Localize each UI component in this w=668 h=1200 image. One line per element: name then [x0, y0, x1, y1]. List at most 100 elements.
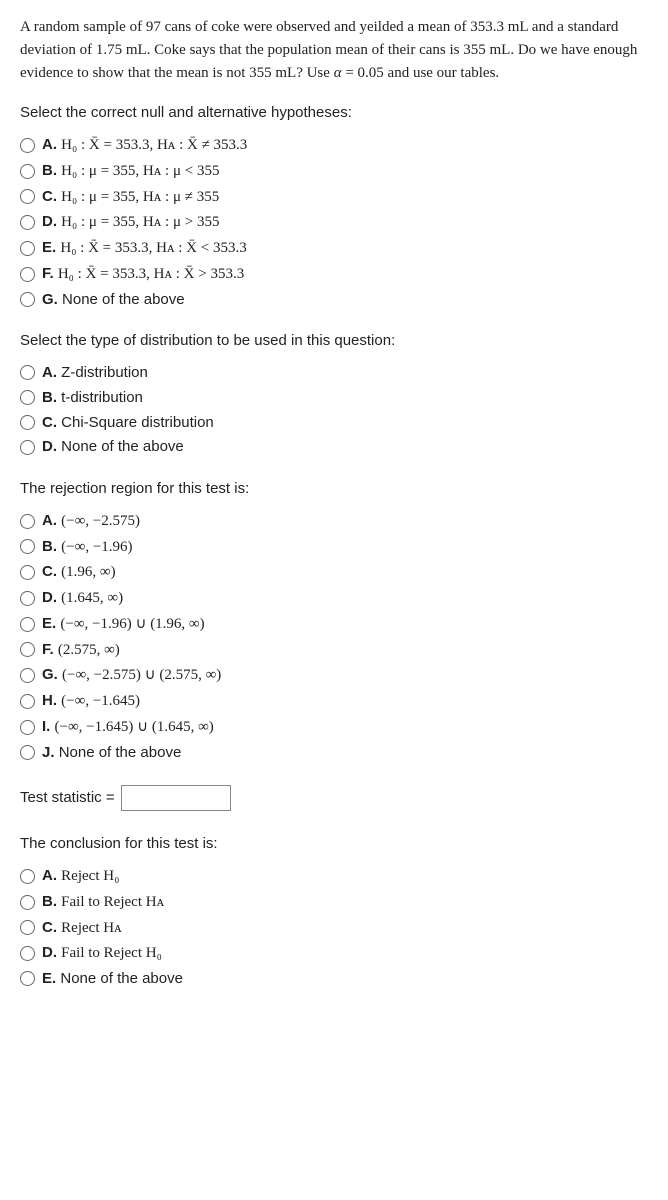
- q5-option-d[interactable]: D. Fail to Reject H₀: [20, 942, 648, 965]
- q2-option-d[interactable]: D. None of the above: [20, 436, 648, 458]
- option-text: (2.575, ∞): [58, 642, 120, 658]
- option-letter: H.: [42, 692, 57, 709]
- q5-option-c[interactable]: C. Reject Hᴀ: [20, 917, 648, 940]
- radio-icon: [20, 390, 35, 405]
- option-letter: G.: [42, 666, 58, 683]
- radio-icon: [20, 895, 35, 910]
- radio-icon: [20, 189, 35, 204]
- radio-icon: [20, 565, 35, 580]
- q3-option-c[interactable]: C. (1.96, ∞): [20, 561, 648, 584]
- option-text: (−∞, −1.645): [61, 693, 140, 709]
- option-letter: C.: [42, 919, 57, 936]
- option-letter: A.: [42, 512, 57, 529]
- option-text: t-distribution: [61, 389, 143, 406]
- option-letter: G.: [42, 291, 58, 308]
- radio-icon: [20, 591, 35, 606]
- option-text: Chi-Square distribution: [61, 414, 214, 431]
- option-letter: C.: [42, 563, 57, 580]
- q1-option-g[interactable]: G. None of the above: [20, 289, 648, 311]
- q5-prompt: The conclusion for this test is:: [20, 833, 648, 855]
- option-text: H₀ : μ = 355, Hᴀ : μ < 355: [61, 163, 219, 179]
- q3-option-i[interactable]: I. (−∞, −1.645) ∪ (1.645, ∞): [20, 716, 648, 739]
- option-text: (−∞, −1.96) ∪ (1.96, ∞): [60, 616, 204, 632]
- option-letter: A.: [42, 364, 57, 381]
- option-letter: E.: [42, 239, 56, 256]
- option-text: (−∞, −1.645) ∪ (1.645, ∞): [55, 719, 214, 735]
- radio-icon: [20, 241, 35, 256]
- option-text: H₀ : X̄ = 353.3, Hᴀ : X̄ ≠ 353.3: [61, 137, 247, 153]
- option-letter: D.: [42, 213, 57, 230]
- q3-option-f[interactable]: F. (2.575, ∞): [20, 639, 648, 662]
- radio-icon: [20, 267, 35, 282]
- option-letter: C.: [42, 188, 57, 205]
- radio-icon: [20, 720, 35, 735]
- q1-option-b[interactable]: B. H₀ : μ = 355, Hᴀ : μ < 355: [20, 160, 648, 183]
- option-text: (1.96, ∞): [61, 564, 115, 580]
- option-text: Fail to Reject H₀: [61, 945, 162, 961]
- q1-option-f[interactable]: F. H₀ : X̄ = 353.3, Hᴀ : X̄ > 353.3: [20, 263, 648, 286]
- option-letter: C.: [42, 414, 57, 431]
- radio-icon: [20, 920, 35, 935]
- option-letter: J.: [42, 744, 55, 761]
- q2-options: A. Z-distribution B. t-distribution C. C…: [20, 362, 648, 458]
- option-letter: F.: [42, 641, 54, 658]
- q1-option-c[interactable]: C. H₀ : μ = 355, Hᴀ : μ ≠ 355: [20, 186, 648, 209]
- q2-option-a[interactable]: A. Z-distribution: [20, 362, 648, 384]
- q1-prompt: Select the correct null and alternative …: [20, 102, 648, 124]
- q3-option-j[interactable]: J. None of the above: [20, 742, 648, 764]
- q5-option-b[interactable]: B. Fail to Reject Hᴀ: [20, 891, 648, 914]
- option-text: (1.645, ∞): [61, 590, 123, 606]
- q2-option-c[interactable]: C. Chi-Square distribution: [20, 412, 648, 434]
- option-text: Z-distribution: [61, 364, 148, 381]
- radio-icon: [20, 164, 35, 179]
- option-letter: B.: [42, 893, 57, 910]
- option-letter: B.: [42, 162, 57, 179]
- option-text: Reject Hᴀ: [61, 920, 121, 936]
- q3-option-a[interactable]: A. (−∞, −2.575): [20, 510, 648, 533]
- q3-option-g[interactable]: G. (−∞, −2.575) ∪ (2.575, ∞): [20, 664, 648, 687]
- option-letter: B.: [42, 538, 57, 555]
- option-text: H₀ : μ = 355, Hᴀ : μ > 355: [61, 214, 219, 230]
- option-text: H₀ : μ = 355, Hᴀ : μ ≠ 355: [61, 189, 219, 205]
- radio-icon: [20, 415, 35, 430]
- q3-option-e[interactable]: E. (−∞, −1.96) ∪ (1.96, ∞): [20, 613, 648, 636]
- option-letter: A.: [42, 867, 57, 884]
- option-letter: D.: [42, 589, 57, 606]
- q3-option-h[interactable]: H. (−∞, −1.645): [20, 690, 648, 713]
- option-text: Reject H₀: [61, 868, 119, 884]
- q2-option-b[interactable]: B. t-distribution: [20, 387, 648, 409]
- q3-option-b[interactable]: B. (−∞, −1.96): [20, 536, 648, 559]
- test-statistic-input[interactable]: [121, 785, 231, 811]
- radio-icon: [20, 694, 35, 709]
- radio-icon: [20, 668, 35, 683]
- option-text: H₀ : X̄ = 353.3, Hᴀ : X̄ > 353.3: [58, 266, 244, 282]
- option-letter: I.: [42, 718, 50, 735]
- problem-statement: A random sample of 97 cans of coke were …: [20, 16, 648, 84]
- option-letter: F.: [42, 265, 54, 282]
- option-text: None of the above: [62, 291, 185, 308]
- option-letter: D.: [42, 438, 57, 455]
- q5-option-e[interactable]: E. None of the above: [20, 968, 648, 990]
- radio-icon: [20, 514, 35, 529]
- radio-icon: [20, 745, 35, 760]
- option-text: H₀ : X̄ = 353.3, Hᴀ : X̄ < 353.3: [60, 240, 246, 256]
- q1-options: A. H₀ : X̄ = 353.3, Hᴀ : X̄ ≠ 353.3 B. H…: [20, 134, 648, 310]
- option-text: Fail to Reject Hᴀ: [61, 894, 164, 910]
- radio-icon: [20, 539, 35, 554]
- q5-option-a[interactable]: A. Reject H₀: [20, 865, 648, 888]
- option-letter: E.: [42, 970, 56, 987]
- q5-options: A. Reject H₀ B. Fail to Reject Hᴀ C. Rej…: [20, 865, 648, 990]
- radio-icon: [20, 642, 35, 657]
- radio-icon: [20, 215, 35, 230]
- q1-option-d[interactable]: D. H₀ : μ = 355, Hᴀ : μ > 355: [20, 211, 648, 234]
- radio-icon: [20, 292, 35, 307]
- q1-option-e[interactable]: E. H₀ : X̄ = 353.3, Hᴀ : X̄ < 353.3: [20, 237, 648, 260]
- option-letter: E.: [42, 615, 56, 632]
- q3-option-d[interactable]: D. (1.645, ∞): [20, 587, 648, 610]
- radio-icon: [20, 946, 35, 961]
- radio-icon: [20, 971, 35, 986]
- test-statistic-label: Test statistic =: [20, 787, 115, 809]
- q1-option-a[interactable]: A. H₀ : X̄ = 353.3, Hᴀ : X̄ ≠ 353.3: [20, 134, 648, 157]
- radio-icon: [20, 617, 35, 632]
- q2-prompt: Select the type of distribution to be us…: [20, 330, 648, 352]
